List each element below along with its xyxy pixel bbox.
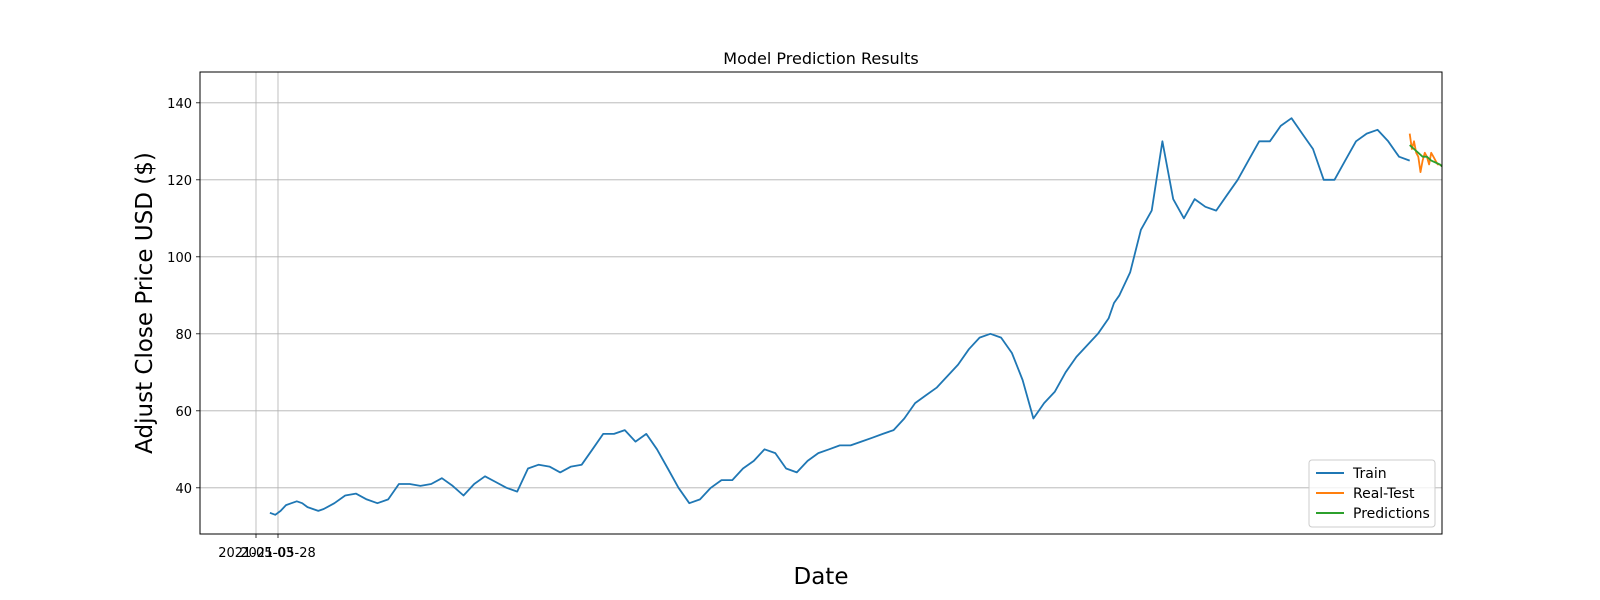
y-axis-label: Adjust Close Price USD ($) xyxy=(132,152,158,454)
grid xyxy=(200,72,1442,534)
series-line-predictions xyxy=(1409,144,1443,167)
y-tick-label: 40 xyxy=(175,482,192,497)
y-axis: 40 60 80 100 120 140 xyxy=(167,97,200,497)
legend-label-predictions: Predictions xyxy=(1353,506,1430,522)
y-tick-label: 80 xyxy=(175,328,192,343)
y-tick-label: 60 xyxy=(175,405,192,420)
series-line-train xyxy=(269,117,1411,516)
y-tick-label: 100 xyxy=(167,251,192,266)
plot-frame xyxy=(199,71,1443,535)
series-layer xyxy=(269,117,1443,516)
legend-frame xyxy=(1308,459,1436,528)
legend-label-real-test: Real-Test xyxy=(1353,486,1415,502)
legend-label-train: Train xyxy=(1352,466,1387,482)
y-tick-label: 140 xyxy=(167,97,192,112)
x-tick-label: 2021-05-28 xyxy=(240,546,316,561)
x-tick-label: 2021-05-03 xyxy=(218,546,294,561)
legend: Train Real-Test Predictions xyxy=(1308,459,1436,528)
y-tick-label: 120 xyxy=(167,174,192,189)
chart-title: Model Prediction Results xyxy=(723,49,918,68)
x-axis-label: Date xyxy=(794,564,849,590)
